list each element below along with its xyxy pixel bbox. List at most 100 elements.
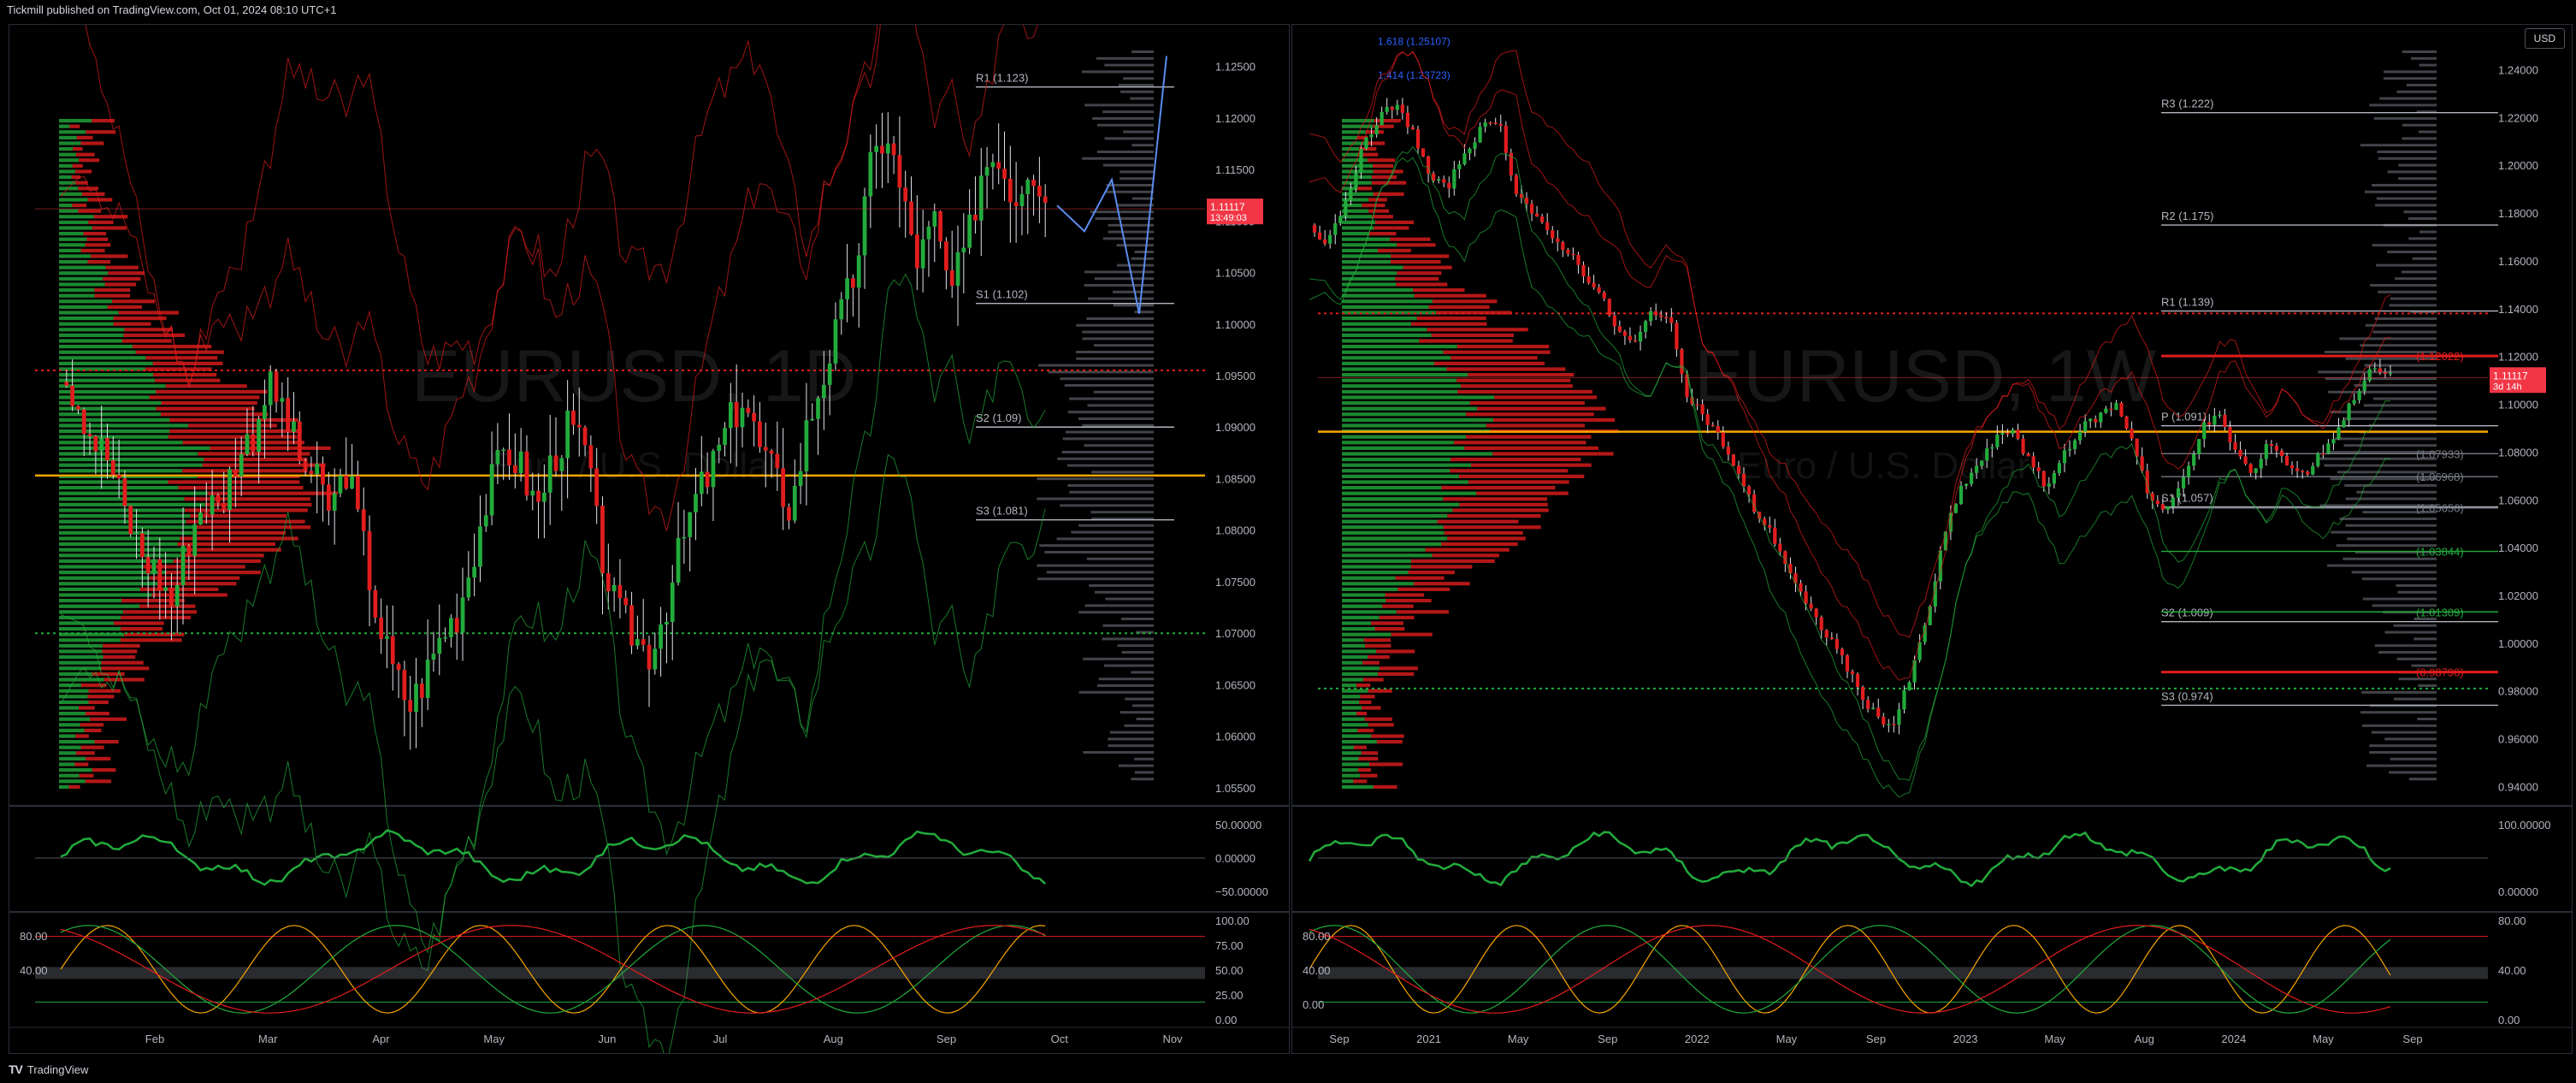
candle-body xyxy=(2372,368,2377,370)
volume-profile-gray-bar xyxy=(1086,557,1154,560)
volume-profile-bar-up xyxy=(59,712,86,716)
volume-profile-gray-bar xyxy=(2362,511,2437,514)
volume-profile-bar-up xyxy=(59,322,114,326)
candle-body xyxy=(1442,179,1446,183)
candle-body xyxy=(2326,443,2331,454)
volume-profile-bar-down xyxy=(92,768,116,772)
candle-body xyxy=(955,252,960,287)
volume-profile-gray-bar xyxy=(1096,151,1154,153)
volume-profile-gray-bar xyxy=(1057,457,1154,460)
volume-profile-bar-up xyxy=(1342,265,1403,269)
candle-body xyxy=(2321,453,2325,455)
candle-body xyxy=(274,371,279,402)
volume-profile-bar-down xyxy=(88,220,114,224)
candle-body xyxy=(787,506,791,521)
volume-profile-bar-up xyxy=(59,593,152,597)
volume-profile-gray-bar xyxy=(1039,544,1154,547)
volume-profile-bar-up xyxy=(59,458,204,462)
volume-profile-bar-up xyxy=(1342,124,1374,128)
envelope-band xyxy=(1309,157,2391,798)
volume-profile-bar-up xyxy=(59,293,95,298)
volume-profile-left xyxy=(59,119,338,789)
volume-profile-gray-bar xyxy=(1102,110,1154,114)
volume-profile-bar-up xyxy=(1342,593,1385,597)
volume-profile-bar-up xyxy=(59,745,81,749)
candle-body xyxy=(402,670,407,701)
volume-profile-gray-bar xyxy=(2369,744,2437,748)
candle-body xyxy=(1002,169,1007,180)
volume-profile-bar-up xyxy=(1342,784,1374,789)
candle-body xyxy=(792,485,797,521)
volume-profile-bar-up xyxy=(59,587,140,591)
candle-body xyxy=(1410,127,1415,130)
oscillator2-right-tick: 80.00 xyxy=(2498,914,2526,927)
volume-profile-gray-bar xyxy=(2414,637,2437,641)
volume-profile-gray-bar xyxy=(1120,711,1154,714)
volume-profile-gray-bar xyxy=(1096,684,1154,687)
volume-profile-gray-bar xyxy=(1088,297,1154,300)
candle-body xyxy=(547,455,552,493)
candle-body xyxy=(1675,323,1679,350)
candle-body xyxy=(1390,107,1394,110)
volume-profile-gray-bar xyxy=(1082,330,1154,334)
candle-body xyxy=(1892,724,1896,725)
candle-body xyxy=(2238,449,2242,457)
candle-body xyxy=(396,664,401,671)
volume-profile-bar-down xyxy=(93,215,128,219)
volume-profile-bar-up xyxy=(59,254,92,258)
candle-body xyxy=(1876,707,1881,717)
volume-profile-gray-bar xyxy=(1113,304,1154,307)
volume-profile-bar-up xyxy=(1342,474,1459,478)
volume-profile-bar-up xyxy=(59,542,178,547)
volume-profile-bar-up xyxy=(1342,260,1391,264)
candle-body xyxy=(1551,230,1555,239)
candle-body xyxy=(483,515,488,527)
currency-button[interactable]: USD xyxy=(2524,28,2565,49)
candle-body xyxy=(1359,149,1363,173)
candle-body xyxy=(816,398,820,419)
chart-panel-eurusd-1d[interactable]: EURUSD, 1D Euro / U.S. Dollar 1.12500 1.120… xyxy=(9,0,1290,1064)
candle-body xyxy=(431,654,436,660)
volume-profile-bar-down xyxy=(1471,463,1592,467)
candle-body xyxy=(1938,550,1942,582)
volume-profile-gray-bar xyxy=(1038,364,1154,367)
candle-body xyxy=(379,617,384,639)
x-tick-label: May xyxy=(483,1033,505,1045)
candle-body xyxy=(292,421,296,432)
candle-body xyxy=(1493,122,1498,124)
volume-profile-bar-down xyxy=(156,406,255,411)
candle-body xyxy=(2077,431,2083,441)
candle-body xyxy=(472,566,477,578)
volume-profile-gray-bar xyxy=(1082,157,1154,160)
candle-body xyxy=(1835,639,1839,649)
candle-body xyxy=(845,278,849,299)
volume-profile-bar-down xyxy=(1362,660,1380,665)
candle-body xyxy=(996,162,1001,169)
volume-profile-bar-down xyxy=(1385,593,1425,597)
volume-profile-bar-up xyxy=(59,530,192,535)
candle-body xyxy=(617,584,623,599)
candle-body xyxy=(163,587,168,591)
candle-body xyxy=(76,405,80,410)
candle-body xyxy=(2057,463,2062,474)
volume-profile-bar-down xyxy=(1468,480,1569,484)
pivot-label: R3 (1.222) xyxy=(2161,98,2213,110)
candle-body xyxy=(1664,317,1669,319)
candle-body xyxy=(2114,403,2118,411)
candle-body xyxy=(897,155,902,188)
fib-label: 1.618 (1.25107) xyxy=(1378,36,1450,48)
candle-body xyxy=(454,618,459,633)
candle-body xyxy=(1509,152,1513,176)
level-label: (1.01309) xyxy=(2416,606,2464,618)
oscillator2-line xyxy=(60,925,1046,1014)
chart-panel-eurusd-1w[interactable]: EURUSD, 1W Euro / U.S. Dollar 1.24000 1.220… xyxy=(1291,24,2573,1054)
volume-profile-bar-up xyxy=(1342,458,1451,462)
chart-svg-daily[interactable]: EURUSD, 1D Euro / U.S. Dollar 1.12500 1.120… xyxy=(9,0,1289,1064)
volume-profile-gray-bar xyxy=(2387,170,2437,174)
candle-body xyxy=(2165,506,2171,510)
volume-profile-bar-up xyxy=(59,282,105,287)
volume-profile-gray-bar xyxy=(2397,590,2437,594)
candle-body xyxy=(1788,564,1793,574)
volume-profile-bar-down xyxy=(152,361,223,365)
